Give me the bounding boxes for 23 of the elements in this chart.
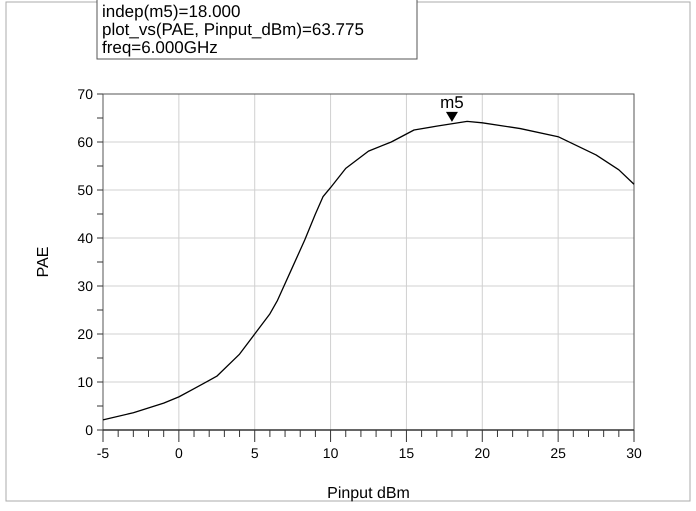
- y-axis-title: PAE: [35, 246, 52, 278]
- x-tick-label: -5: [96, 445, 110, 461]
- x-tick-label: 25: [550, 445, 566, 461]
- text: freq=6.000GHz: [102, 38, 218, 57]
- y-tick-label: 70: [77, 86, 94, 102]
- x-tick-label: 10: [322, 445, 339, 461]
- y-tick-label: 40: [77, 230, 94, 246]
- x-tick-label: 5: [250, 445, 259, 461]
- y-tick-label: 20: [77, 326, 94, 342]
- text: indep(m5)=18.000: [102, 2, 240, 21]
- y-tick-label: 10: [77, 374, 94, 390]
- y-tick-label: 30: [77, 278, 94, 294]
- y-tick-label: 60: [77, 134, 94, 150]
- y-tick-label: 50: [77, 182, 94, 198]
- x-tick-label: 20: [474, 445, 490, 461]
- x-tick-label: 15: [398, 445, 414, 461]
- x-tick-label: 30: [626, 445, 642, 461]
- x-axis-title: Pinput dBm: [327, 485, 410, 502]
- y-tick-label: 0: [85, 422, 94, 438]
- line-series: [102, 120, 635, 421]
- annotation: m5: [440, 92, 464, 112]
- text: plot_vs(PAE, Pinput_dBm)=63.775: [102, 20, 364, 39]
- x-tick-label: 0: [174, 445, 183, 461]
